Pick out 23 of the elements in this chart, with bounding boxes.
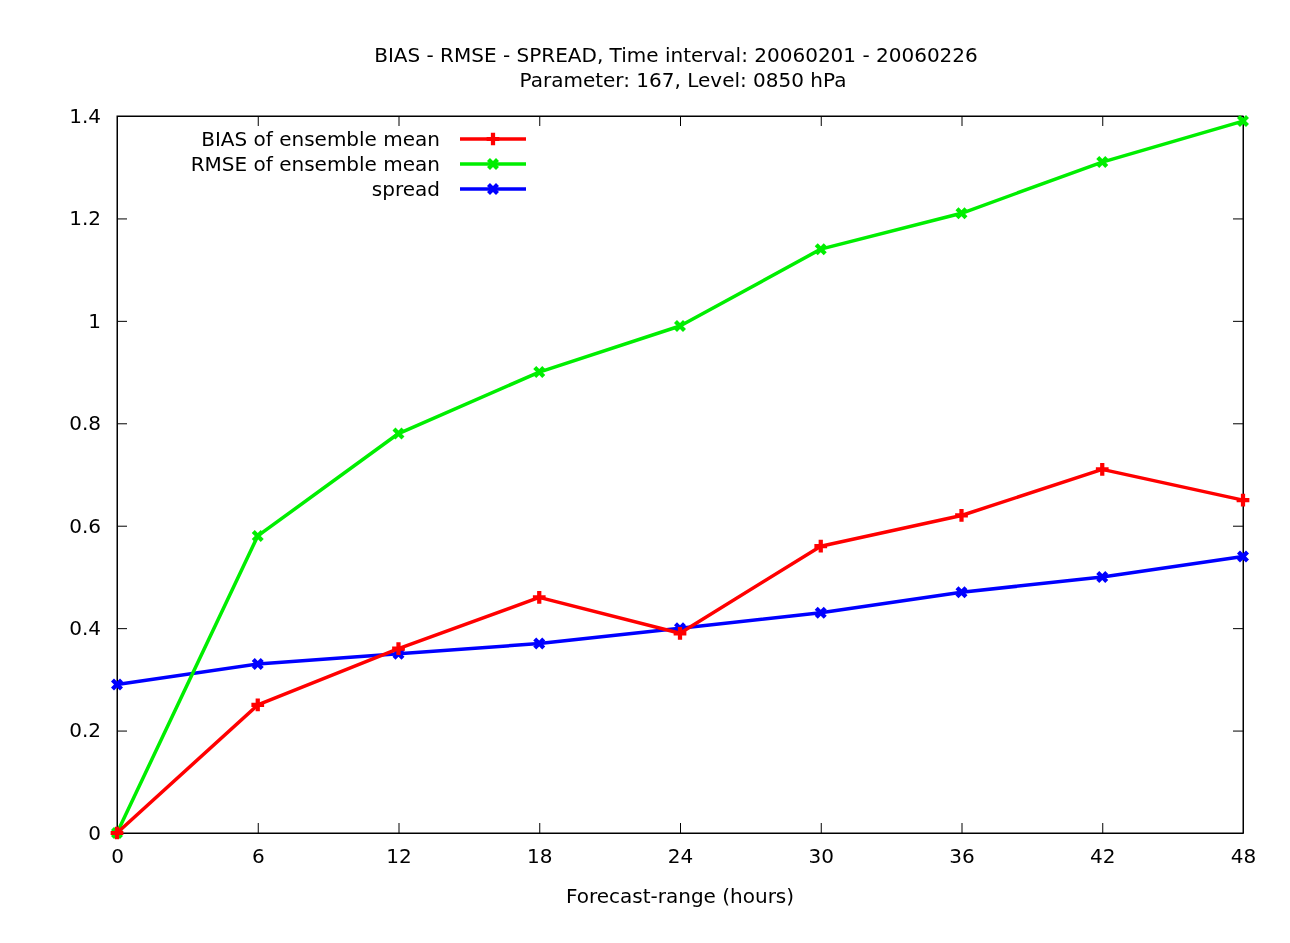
- legend-label: spread: [371, 177, 440, 201]
- y-tick-label: 1: [88, 308, 101, 333]
- chart-title: BIAS - RMSE - SPREAD, Time interval: 20060201 - 20060226: [374, 43, 978, 67]
- x-tick-label: 24: [667, 844, 694, 869]
- chart-subtitle: Parameter: 167, Level: 0850 hPa: [519, 68, 847, 92]
- x-tick-label: 30: [808, 844, 834, 869]
- y-tick-label: 1.4: [69, 103, 101, 128]
- y-tick-label: 0: [88, 820, 101, 845]
- x-tick-label: 18: [527, 844, 553, 869]
- legend-label: RMSE of ensemble mean: [190, 152, 440, 176]
- y-tick-label: 1.2: [69, 206, 101, 231]
- x-tick-label: 48: [1230, 844, 1257, 869]
- x-axis-title: Forecast-range (hours): [565, 884, 795, 908]
- x-tick-label: 12: [386, 844, 412, 869]
- x-tick-label: 0: [111, 844, 124, 869]
- legend-label: BIAS of ensemble mean: [201, 127, 440, 151]
- x-tick-label: 6: [251, 844, 265, 869]
- x-tick-label: 36: [949, 844, 975, 869]
- y-tick-label: 0.4: [69, 616, 101, 641]
- y-tick-label: 0.6: [69, 513, 101, 538]
- y-tick-label: 0.2: [69, 718, 101, 743]
- y-tick-label: 0.8: [69, 411, 101, 436]
- x-tick-label: 42: [1090, 844, 1116, 869]
